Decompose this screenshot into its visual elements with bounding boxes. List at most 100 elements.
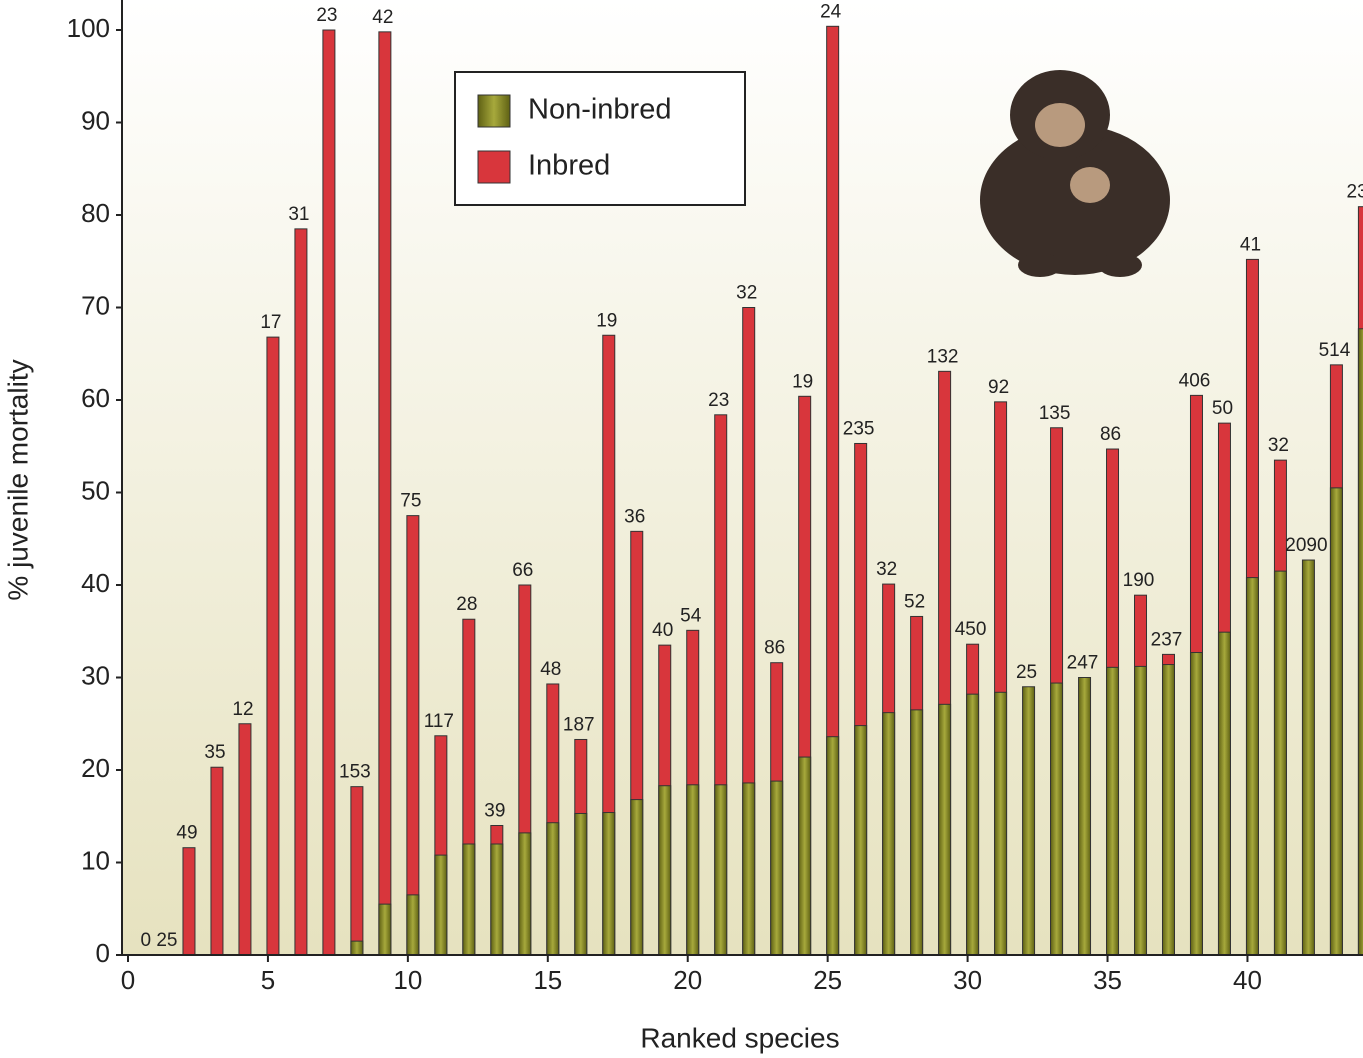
bar xyxy=(854,725,868,956)
bar-label: 75 xyxy=(400,491,421,512)
x-tick-label: 20 xyxy=(673,965,702,995)
bar xyxy=(322,29,336,956)
bar xyxy=(350,940,364,956)
legend-label: Non-inbred xyxy=(528,94,671,126)
y-tick-label: 30 xyxy=(81,660,110,690)
y-tick-label: 70 xyxy=(81,290,110,320)
x-tick-label: 5 xyxy=(261,965,275,995)
x-tick-label: 35 xyxy=(1093,965,1122,995)
legend-swatch xyxy=(477,94,511,128)
bar xyxy=(994,691,1008,956)
bar-label: 36 xyxy=(624,506,645,527)
bar-label: 0 25 xyxy=(140,930,177,951)
bar xyxy=(238,723,252,956)
y-tick-label: 60 xyxy=(81,383,110,413)
bar-label: 32 xyxy=(736,283,757,304)
bar xyxy=(462,843,476,956)
bar xyxy=(210,766,224,956)
bar xyxy=(1217,631,1231,956)
x-tick-label: 25 xyxy=(813,965,842,995)
bar-label: 132 xyxy=(927,346,959,367)
y-tick-label: 100 xyxy=(67,13,110,43)
x-tick-label: 10 xyxy=(393,965,422,995)
bar-label: 66 xyxy=(512,560,533,581)
bar-label: 28 xyxy=(456,594,477,615)
bar xyxy=(602,812,616,956)
bar-label: 190 xyxy=(1123,570,1155,591)
bar-label: 406 xyxy=(1179,370,1211,391)
y-tick-label: 20 xyxy=(81,753,110,783)
bar-label: 12 xyxy=(232,699,253,720)
bar-label: 48 xyxy=(540,659,561,680)
bar xyxy=(546,822,560,956)
legend-box xyxy=(454,71,746,206)
bar xyxy=(1329,487,1343,956)
bar xyxy=(938,703,952,956)
bar-label: 117 xyxy=(424,711,454,732)
y-tick-label: 40 xyxy=(81,568,110,598)
bar-label: 42 xyxy=(372,7,393,28)
bar xyxy=(266,336,280,956)
bar xyxy=(630,799,644,956)
x-axis-title: Ranked species xyxy=(640,1022,839,1053)
bar xyxy=(1189,652,1203,956)
bar-label: 40 xyxy=(652,620,673,641)
chimp-illustration xyxy=(980,70,1170,277)
bar xyxy=(714,784,728,956)
bar-label: 23 xyxy=(708,390,729,411)
bar-label: 86 xyxy=(764,638,785,659)
bar-label: 237 xyxy=(1151,629,1183,650)
bar-label: 54 xyxy=(680,605,702,626)
y-tick-label: 80 xyxy=(81,198,110,228)
bar xyxy=(882,712,896,956)
bar-label: 50 xyxy=(1212,398,1233,419)
bar-label: 247 xyxy=(1067,653,1099,674)
bar-label: 2090 xyxy=(1285,535,1327,556)
bar-label: 19 xyxy=(792,371,813,392)
bar xyxy=(182,847,196,956)
bar-label: 187 xyxy=(563,714,595,735)
bar xyxy=(1273,570,1287,956)
y-axis-title: % juvenile mortality xyxy=(2,359,33,600)
bar xyxy=(826,736,840,956)
bar-label: 31 xyxy=(288,204,309,225)
bar-label: 450 xyxy=(955,619,987,640)
bar-label: 514 xyxy=(1319,340,1351,361)
bar xyxy=(490,843,504,956)
bar xyxy=(1106,666,1120,956)
bar xyxy=(1134,665,1148,956)
bar xyxy=(658,785,672,956)
bar-label: 135 xyxy=(1039,403,1071,424)
bar xyxy=(1050,682,1064,956)
bar-label: 235 xyxy=(843,418,875,439)
bar xyxy=(378,31,392,956)
bar xyxy=(574,812,588,956)
legend: Non-inbred Inbred xyxy=(454,71,746,206)
bar xyxy=(406,515,420,956)
bar-label: 25 xyxy=(1016,662,1037,683)
bar xyxy=(910,709,924,956)
bar xyxy=(1078,677,1092,956)
bar-label: 23 xyxy=(316,5,337,26)
y-tick-label: 0 xyxy=(96,938,110,968)
bar xyxy=(294,228,308,956)
bar-label: 39 xyxy=(484,801,505,822)
bar xyxy=(350,786,364,956)
bar xyxy=(434,854,448,956)
bar-label: 19 xyxy=(596,310,617,331)
bar-label: 233 xyxy=(1347,182,1363,203)
bar-label: 32 xyxy=(1268,435,1289,456)
bar-label: 49 xyxy=(176,823,197,844)
y-tick-label: 90 xyxy=(81,105,110,135)
bar xyxy=(406,894,420,956)
x-tick-label: 40 xyxy=(1233,965,1262,995)
bar xyxy=(1301,559,1315,956)
x-tick-label: 0 xyxy=(121,965,135,995)
bar xyxy=(770,780,784,956)
y-tick-label: 50 xyxy=(81,475,110,505)
y-tick-label: 10 xyxy=(81,845,110,875)
bar xyxy=(378,903,392,956)
legend-label: Inbred xyxy=(528,150,610,182)
x-tick-label: 30 xyxy=(953,965,982,995)
